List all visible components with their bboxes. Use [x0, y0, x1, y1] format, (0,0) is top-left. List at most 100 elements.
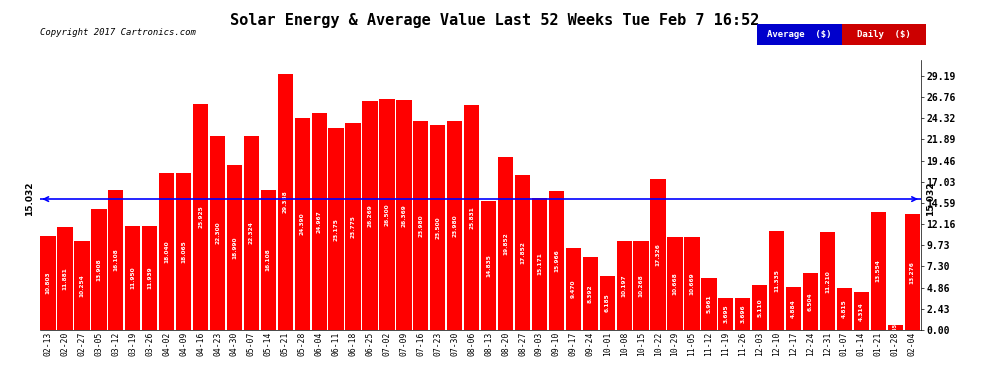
- Text: 18.065: 18.065: [181, 240, 186, 263]
- Bar: [532, 198, 547, 330]
- Text: 18.040: 18.040: [164, 240, 169, 263]
- Bar: [41, 236, 55, 330]
- Text: 4.314: 4.314: [859, 302, 864, 321]
- Bar: [260, 190, 276, 330]
- Text: 3.695: 3.695: [724, 304, 729, 323]
- Bar: [548, 191, 564, 330]
- Text: 13.554: 13.554: [876, 260, 881, 282]
- Text: Average  ($): Average ($): [767, 30, 832, 39]
- Bar: [379, 99, 395, 330]
- Text: 6.504: 6.504: [808, 292, 813, 311]
- Bar: [143, 226, 157, 330]
- Text: 4.884: 4.884: [791, 299, 796, 318]
- Bar: [312, 112, 327, 330]
- Text: 23.500: 23.500: [436, 216, 441, 239]
- Bar: [57, 226, 72, 330]
- Bar: [583, 257, 598, 330]
- Bar: [803, 273, 818, 330]
- Text: 4.815: 4.815: [842, 300, 847, 318]
- Bar: [718, 298, 734, 330]
- Text: 15.171: 15.171: [537, 252, 542, 275]
- Bar: [701, 278, 717, 330]
- Bar: [447, 121, 462, 330]
- Text: Daily  ($): Daily ($): [856, 30, 911, 39]
- Bar: [431, 125, 446, 330]
- Bar: [74, 241, 89, 330]
- Text: 11.210: 11.210: [825, 270, 830, 292]
- Text: 26.500: 26.500: [384, 203, 389, 226]
- Bar: [650, 179, 665, 330]
- Text: 24.390: 24.390: [300, 213, 305, 235]
- Text: 29.388: 29.388: [283, 190, 288, 213]
- Text: 10.803: 10.803: [46, 272, 50, 294]
- Text: 11.939: 11.939: [148, 267, 152, 290]
- Bar: [905, 214, 920, 330]
- Bar: [871, 212, 886, 330]
- Text: 15.032: 15.032: [25, 182, 34, 216]
- Bar: [515, 174, 530, 330]
- Bar: [888, 325, 903, 330]
- Text: 15.032: 15.032: [927, 182, 936, 216]
- Text: 14.835: 14.835: [486, 254, 491, 277]
- Text: 22.300: 22.300: [215, 222, 220, 244]
- Text: 15.966: 15.966: [553, 249, 559, 272]
- Text: 23.980: 23.980: [419, 214, 424, 237]
- Bar: [617, 241, 632, 330]
- Bar: [346, 123, 360, 330]
- Bar: [498, 157, 513, 330]
- Text: 23.980: 23.980: [452, 214, 457, 237]
- Bar: [362, 101, 377, 330]
- Bar: [193, 104, 208, 330]
- Text: 24.967: 24.967: [317, 210, 322, 232]
- Bar: [684, 237, 700, 330]
- Bar: [853, 292, 869, 330]
- Text: 19.852: 19.852: [503, 232, 508, 255]
- Text: 5.110: 5.110: [757, 298, 762, 317]
- Text: 17.852: 17.852: [520, 241, 525, 264]
- Text: 16.108: 16.108: [266, 249, 271, 271]
- Bar: [329, 128, 344, 330]
- Bar: [786, 288, 801, 330]
- Text: 10.669: 10.669: [689, 272, 694, 295]
- Text: 11.335: 11.335: [774, 269, 779, 292]
- Text: 10.254: 10.254: [79, 274, 84, 297]
- Bar: [667, 237, 683, 330]
- Text: 17.326: 17.326: [655, 243, 660, 266]
- Bar: [159, 173, 174, 330]
- Bar: [736, 298, 750, 330]
- Text: 0.554: 0.554: [893, 320, 898, 335]
- Bar: [244, 136, 259, 330]
- Text: 10.668: 10.668: [672, 272, 677, 295]
- Text: 25.831: 25.831: [469, 206, 474, 229]
- Text: 22.324: 22.324: [248, 221, 253, 244]
- Text: Copyright 2017 Cartronics.com: Copyright 2017 Cartronics.com: [40, 28, 195, 37]
- Text: 9.470: 9.470: [571, 279, 576, 298]
- Text: 6.185: 6.185: [605, 294, 610, 312]
- Text: Solar Energy & Average Value Last 52 Weeks Tue Feb 7 16:52: Solar Energy & Average Value Last 52 Wee…: [231, 13, 759, 28]
- Text: 25.925: 25.925: [198, 206, 203, 228]
- Text: 8.392: 8.392: [588, 284, 593, 303]
- Bar: [481, 201, 496, 330]
- Bar: [176, 172, 191, 330]
- Text: 11.950: 11.950: [131, 267, 136, 289]
- Text: 26.269: 26.269: [367, 204, 372, 227]
- Bar: [277, 74, 293, 330]
- Bar: [769, 231, 784, 330]
- Bar: [125, 226, 141, 330]
- Text: 10.197: 10.197: [622, 274, 627, 297]
- Bar: [210, 136, 225, 330]
- Text: 11.881: 11.881: [62, 267, 67, 290]
- Text: 13.276: 13.276: [910, 261, 915, 284]
- Text: 23.175: 23.175: [334, 217, 339, 240]
- Text: 13.908: 13.908: [96, 258, 101, 281]
- Text: 5.961: 5.961: [707, 295, 712, 314]
- Text: 3.696: 3.696: [741, 304, 745, 323]
- Bar: [295, 118, 310, 330]
- Bar: [634, 241, 648, 330]
- Bar: [600, 276, 615, 330]
- Bar: [820, 232, 836, 330]
- Text: 23.775: 23.775: [350, 215, 355, 238]
- Text: 18.990: 18.990: [232, 236, 237, 258]
- Bar: [227, 165, 243, 330]
- Bar: [91, 209, 107, 330]
